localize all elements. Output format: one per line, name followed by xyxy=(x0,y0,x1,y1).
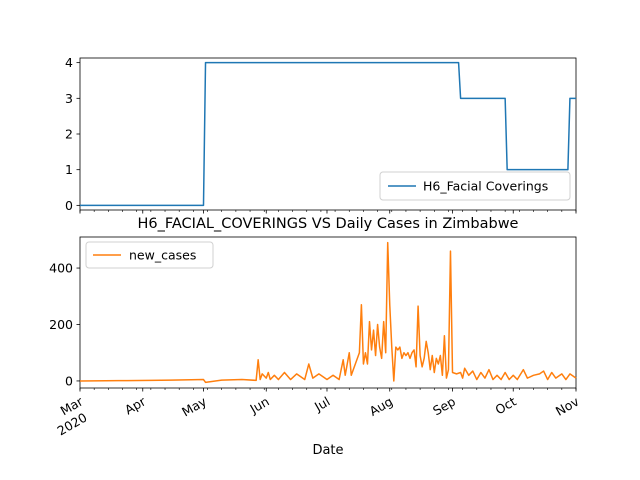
x-tick-label: Aug xyxy=(367,394,396,419)
y-tick-label: 2 xyxy=(65,127,73,142)
y-tick-label: 3 xyxy=(65,91,73,106)
y-tick-label: 1 xyxy=(65,162,73,177)
legend-label: H6_Facial Coverings xyxy=(423,179,548,194)
y-tick-label: 400 xyxy=(49,261,73,276)
y-tick-label: 0 xyxy=(65,198,73,213)
series-line-facial-coverings xyxy=(80,61,576,207)
series-line-new-cases xyxy=(79,241,577,384)
y-tick-label: 200 xyxy=(49,317,73,332)
x-axis-label: Date xyxy=(312,443,343,458)
x-tick-label: May xyxy=(179,393,209,419)
x-tick-label: Apr xyxy=(122,393,149,417)
axes-frame xyxy=(79,236,577,389)
legend: H6_Facial Coverings xyxy=(379,171,571,201)
x-tick-label: Jun xyxy=(246,394,271,417)
y-tick-label: 0 xyxy=(65,373,73,388)
legend: new_cases xyxy=(85,241,214,269)
y-tick-label: 4 xyxy=(65,55,73,70)
legend-box xyxy=(85,241,214,269)
x-tick-label: Jul xyxy=(311,394,332,415)
chart-title: H6_FACIAL_COVERINGS VS Daily Cases in Zi… xyxy=(138,216,519,232)
x-tick-label: Nov xyxy=(553,393,582,418)
legend-label: new_cases xyxy=(129,248,196,263)
top-axes: 0 1 2 3 4 H6_Facial Coverings xyxy=(65,55,577,214)
legend-box xyxy=(379,171,571,201)
x-tick-label: Oct xyxy=(493,394,519,418)
x-tick-label: Sep xyxy=(430,394,458,419)
